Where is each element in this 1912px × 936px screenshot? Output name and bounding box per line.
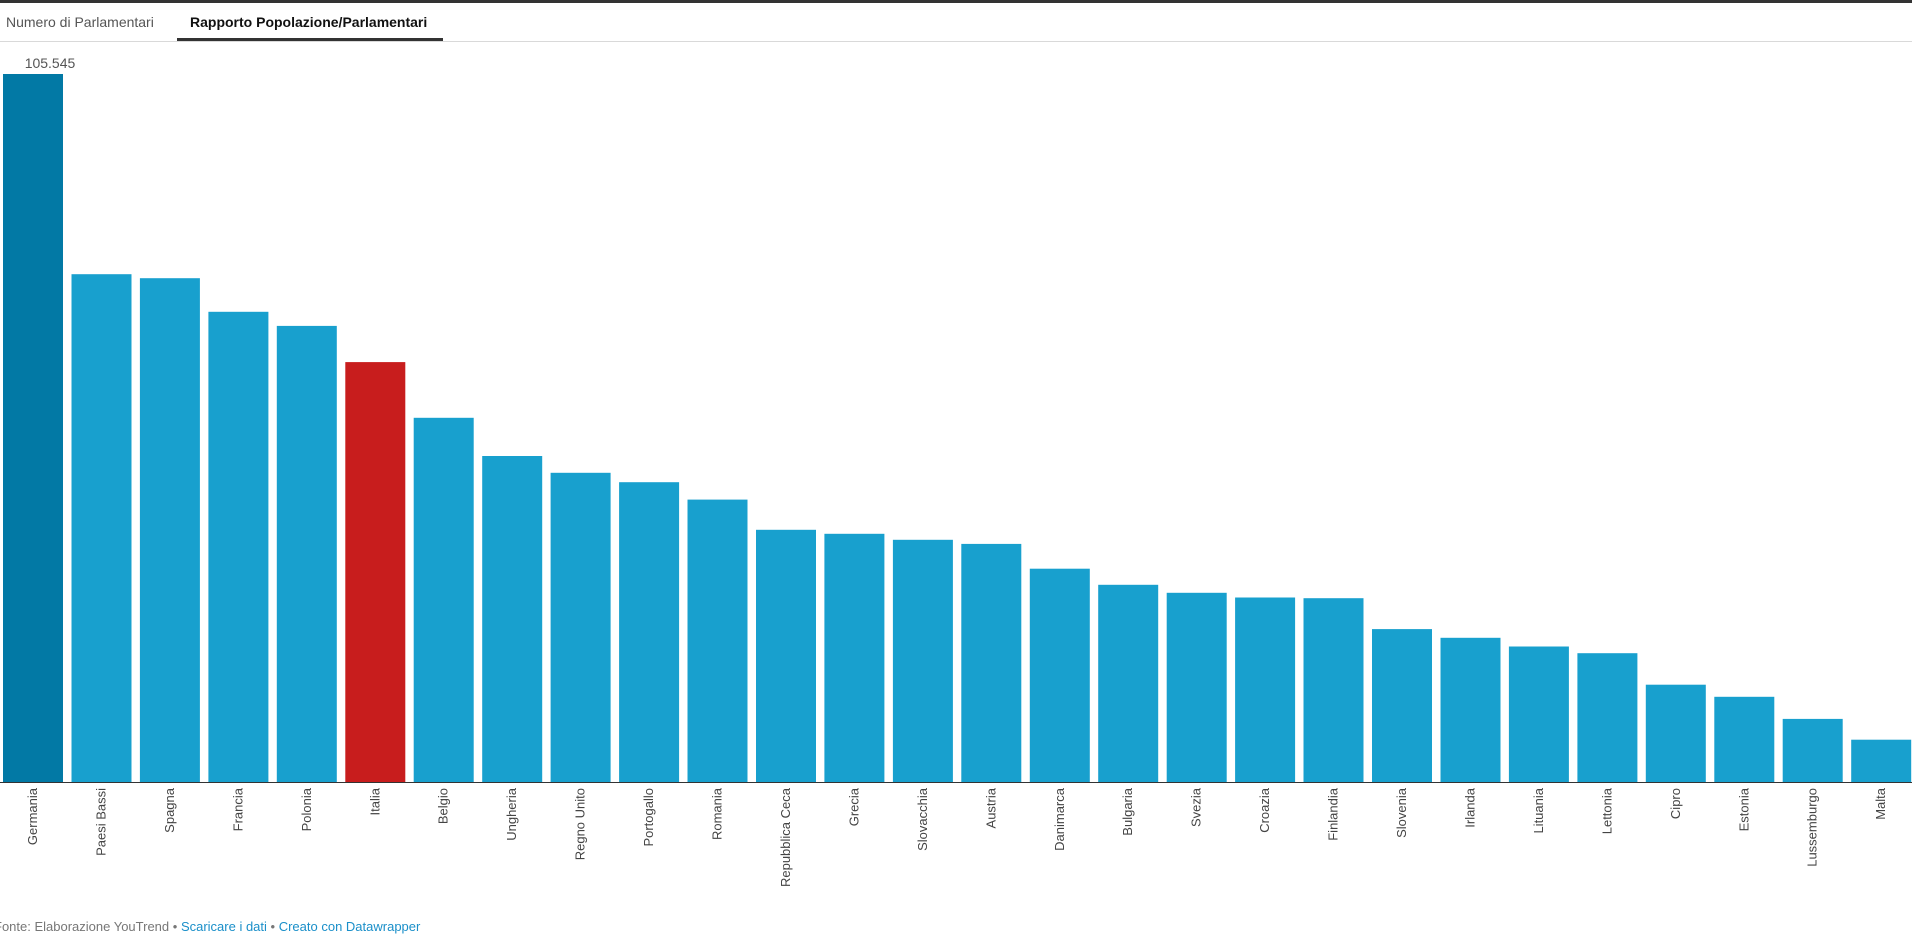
tab-numero-parlamentari[interactable]: Numero di Parlamentari: [6, 14, 154, 30]
x-tick-label: Grecia: [846, 787, 861, 826]
bar-danimarca[interactable]: [1029, 568, 1090, 782]
x-tick-label: Repubblica Ceca: [778, 787, 793, 887]
x-tick-label: Portogallo: [641, 788, 656, 847]
bar-slovacchia[interactable]: [892, 539, 953, 782]
chart-footer: Fonte: Elaborazione YouTrend • Scaricare…: [0, 918, 420, 936]
source-text: Fonte: Elaborazione YouTrend: [0, 919, 170, 934]
bar-grecia[interactable]: [824, 533, 885, 782]
x-tick-label: Estonia: [1736, 787, 1751, 831]
bar-finlandia[interactable]: [1303, 598, 1364, 782]
bar-croazia[interactable]: [1235, 597, 1296, 783]
bar-cipro[interactable]: [1645, 684, 1706, 782]
bar-svezia[interactable]: [1166, 592, 1227, 782]
x-tick-label: Polonia: [299, 787, 314, 831]
footer-separator: •: [169, 919, 181, 934]
x-tick-label: Danimarca: [1052, 787, 1067, 851]
x-tick-label: Cipro: [1668, 788, 1683, 819]
x-tick-label: Germania: [25, 787, 40, 845]
bar-lettonia[interactable]: [1577, 653, 1638, 782]
bar-italia[interactable]: [345, 362, 406, 782]
value-label: 105.545: [25, 55, 76, 71]
tab-rapporto-popolazione[interactable]: Rapporto Popolazione/Parlamentari: [177, 12, 443, 41]
bar-austria[interactable]: [961, 543, 1022, 782]
bar-chart: Germania Paesi Bassi Spagna Francia Polonia I…: [0, 55, 1912, 887]
x-tick-label: Bulgaria: [1120, 787, 1135, 835]
bar-polonia[interactable]: [276, 325, 337, 782]
x-tick-label: Romania: [710, 787, 725, 840]
bar-irlanda[interactable]: [1440, 637, 1501, 782]
x-tick-label: Lussemburgo: [1805, 788, 1820, 867]
bar-bulgaria[interactable]: [1098, 584, 1159, 782]
bar-malta[interactable]: [1851, 739, 1912, 782]
x-tick-label: Lituania: [1531, 787, 1546, 833]
x-tick-label: Lettonia: [1599, 787, 1614, 834]
x-tick-label: Paesi Bassi: [94, 788, 109, 856]
x-tick-label: Italia: [367, 787, 382, 815]
x-tick-label: Irlanda: [1463, 787, 1478, 828]
x-tick-label: Ungheria: [504, 787, 519, 841]
footer-separator: •: [266, 919, 279, 934]
x-tick-label: Croazia: [1257, 787, 1272, 833]
bar-ungheria[interactable]: [482, 456, 543, 782]
bar-germania[interactable]: [3, 74, 63, 782]
bar-paesi-bassi[interactable]: [71, 274, 132, 782]
download-data-link[interactable]: Scaricare i dati: [180, 919, 267, 934]
x-tick-label: Austria: [983, 787, 998, 828]
x-tick-label: Svezia: [1189, 787, 1204, 827]
bar-estonia[interactable]: [1714, 696, 1775, 782]
bar-francia[interactable]: [208, 311, 269, 782]
bar-romania[interactable]: [687, 499, 748, 782]
datawrapper-link[interactable]: Creato con Datawrapper: [278, 919, 421, 934]
x-tick-label: Francia: [230, 787, 245, 831]
bar-regno-unito[interactable]: [550, 472, 611, 782]
x-tick-label: Regno Unito: [573, 788, 588, 860]
bar-belgio[interactable]: [413, 417, 474, 782]
x-tick-label: Slovenia: [1394, 787, 1409, 838]
bar-lituania[interactable]: [1508, 646, 1569, 783]
bar-portogallo[interactable]: [619, 482, 680, 782]
top-border: [0, 0, 1912, 3]
bar-repubblica-ceca[interactable]: [756, 529, 816, 782]
x-tick-label: Slovacchia: [915, 787, 930, 851]
x-tick-label: Spagna: [162, 787, 177, 833]
tab-bar: Numero di Parlamentari Rapporto Popolazi…: [0, 3, 1912, 42]
x-tick-label: Malta: [1873, 787, 1888, 820]
bar-slovenia[interactable]: [1372, 629, 1432, 782]
bar-spagna[interactable]: [139, 278, 200, 782]
x-tick-label: Finlandia: [1326, 787, 1341, 841]
bar-lussemburgo[interactable]: [1782, 718, 1843, 782]
x-tick-label: Belgio: [436, 788, 451, 824]
